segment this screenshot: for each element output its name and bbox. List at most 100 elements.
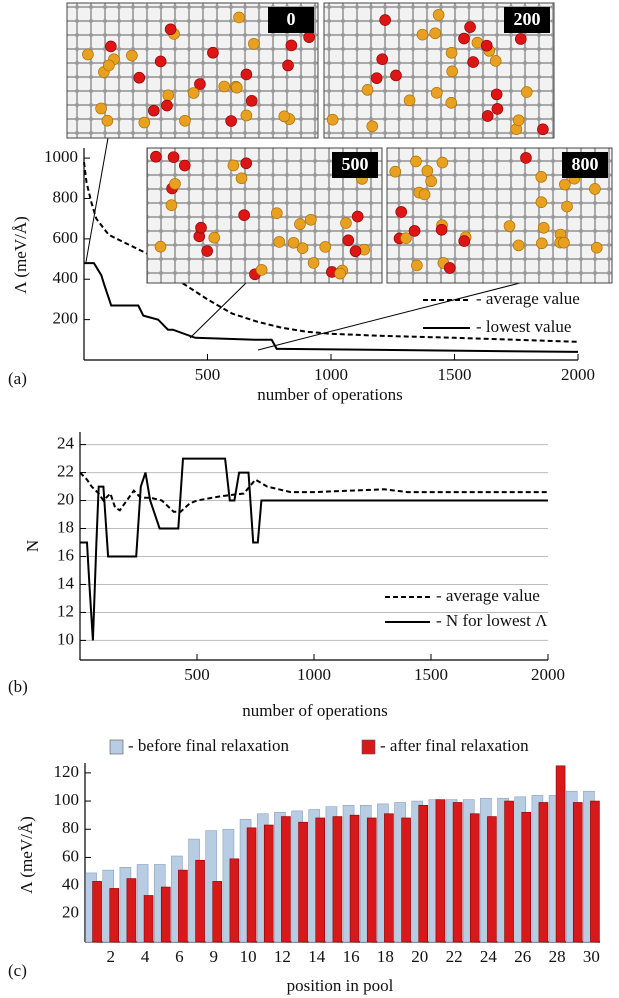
y-tick-label: 100 <box>54 790 80 809</box>
atom <box>395 206 408 218</box>
atom <box>535 196 548 208</box>
atom <box>101 114 114 127</box>
atom <box>514 33 527 45</box>
bar <box>469 813 480 943</box>
atom <box>162 89 175 102</box>
inset-tag-box <box>504 7 550 33</box>
atom <box>273 236 286 248</box>
atom <box>425 175 437 188</box>
y-axis-label: N <box>23 540 42 552</box>
atom <box>240 109 253 122</box>
connector <box>85 137 109 263</box>
atom <box>403 94 416 107</box>
y-tick-label: 14 <box>57 573 75 592</box>
atom <box>349 245 362 258</box>
bar <box>229 858 240 943</box>
atom <box>307 257 320 269</box>
atom <box>194 78 206 90</box>
inset-tag-box <box>562 152 608 178</box>
panel-label: (a) <box>8 369 27 388</box>
y-tick-label: 20 <box>62 903 79 922</box>
atom <box>430 87 443 99</box>
bar <box>315 817 326 943</box>
bar <box>246 827 257 943</box>
legend-swatch <box>361 739 376 755</box>
bar <box>572 802 583 943</box>
x-tick-label: 18 <box>377 947 394 966</box>
atom <box>305 213 317 226</box>
atom <box>361 84 374 96</box>
atom <box>561 200 573 213</box>
atom <box>491 103 504 115</box>
atom <box>446 65 458 78</box>
atom <box>133 71 146 84</box>
x-tick-label: 24 <box>480 947 498 966</box>
atom <box>218 80 231 93</box>
y-tick-label: 80 <box>62 818 79 837</box>
atom <box>282 59 294 72</box>
bar <box>349 814 360 943</box>
bar <box>521 812 532 943</box>
x-tick-label: 1000 <box>314 365 348 384</box>
atom <box>467 56 479 68</box>
x-tick-label: 12 <box>274 947 291 966</box>
atom <box>187 87 200 99</box>
atom <box>351 210 364 223</box>
atom <box>535 171 548 183</box>
atom <box>148 104 160 117</box>
atom <box>255 264 268 276</box>
atom <box>240 157 252 170</box>
y-tick-label: 24 <box>57 433 75 452</box>
series-line <box>79 471 548 513</box>
legend-swatch <box>109 739 124 755</box>
series-line <box>84 262 579 353</box>
atom <box>445 47 458 59</box>
atom <box>537 222 550 234</box>
x-tick-label: 2 <box>107 947 116 966</box>
x-tick-label: 30 <box>583 947 600 966</box>
series-line <box>80 457 548 641</box>
bar <box>92 881 102 943</box>
atom <box>296 242 309 254</box>
atom <box>167 151 180 163</box>
atom <box>400 232 412 244</box>
atom <box>537 123 549 136</box>
atom <box>458 235 471 247</box>
atom <box>418 188 431 201</box>
y-tick-label: 200 <box>53 309 79 328</box>
atom <box>558 236 570 249</box>
atom <box>179 114 191 127</box>
bar <box>212 881 223 943</box>
atom <box>429 27 441 40</box>
atom <box>489 55 502 67</box>
bar <box>504 800 514 943</box>
y-axis-label: Λ (meV/Å) <box>11 216 30 294</box>
atom <box>233 11 245 24</box>
atom <box>303 31 315 43</box>
y-tick-label: 40 <box>62 875 79 894</box>
y-tick-label: 120 <box>54 762 80 781</box>
bar <box>281 816 291 943</box>
y-axis-label: Λ (meV/Å) <box>17 816 36 894</box>
bar <box>195 859 205 943</box>
atom <box>520 86 533 98</box>
y-tick-label: 1000 <box>44 147 78 166</box>
atom <box>225 115 237 127</box>
atom <box>366 120 379 133</box>
x-tick-label: 9 <box>210 947 219 966</box>
atom <box>481 110 494 122</box>
y-tick-label: 800 <box>53 187 79 206</box>
atom <box>164 23 177 36</box>
atom <box>520 152 532 164</box>
inset-tag-box <box>268 7 314 33</box>
atom <box>458 32 470 45</box>
bar <box>487 816 497 943</box>
bar <box>178 869 188 943</box>
legend-label: - before final relaxation <box>128 736 289 755</box>
bar <box>332 816 343 943</box>
atom <box>590 241 603 254</box>
x-tick-label: 16 <box>343 947 360 966</box>
inset-tag: 0 <box>287 9 296 29</box>
